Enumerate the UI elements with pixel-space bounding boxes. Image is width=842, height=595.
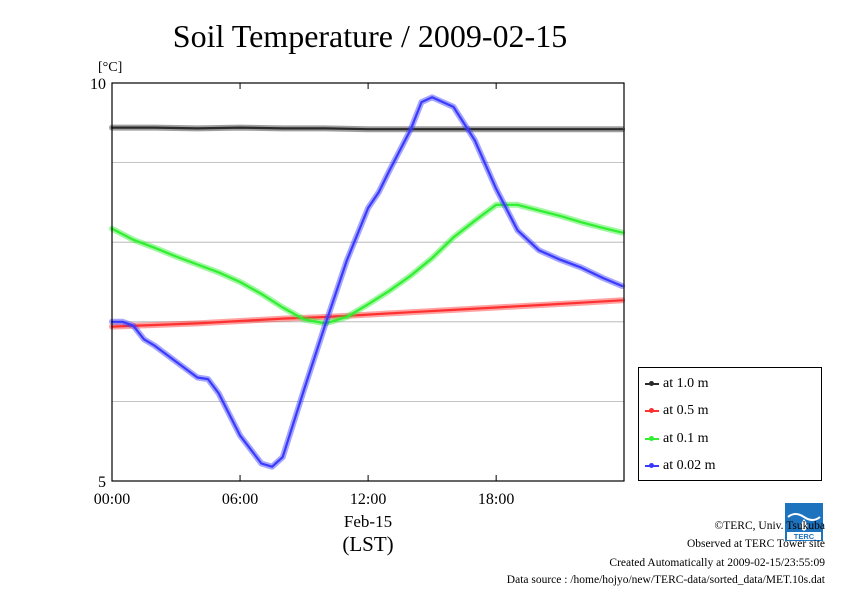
x-date-label: Feb-15 [344, 512, 392, 531]
x-axis-label: (LST) [342, 532, 393, 556]
terc-logo-icon: TERC [785, 503, 823, 541]
x-tick-label: 12:00 [350, 491, 386, 508]
legend-label-05m: at 0.5 m [663, 403, 709, 418]
series-halo-3 [109, 94, 626, 470]
legend-item-002m: at 0.02 m [645, 456, 716, 476]
x-tick-label: 06:00 [222, 491, 258, 508]
series-line-0 [110, 126, 624, 131]
legend-item-1m: at 1.0 m [645, 374, 709, 394]
series-group [109, 94, 626, 470]
legend-label-002m: at 0.02 m [663, 458, 716, 473]
legend-label-1m: at 1.0 m [663, 376, 709, 391]
credit-site: Observed at TERC Tower site [686, 538, 825, 550]
logo-text: TERC [794, 532, 815, 541]
legend: at 1.0 m at 0.5 m at 0.1 m at 0.02 m [638, 367, 822, 481]
credit-source: Data source : /home/hojyo/new/TERC-data/… [506, 574, 825, 586]
legend-swatch-01m [645, 436, 659, 441]
credit-created: Created Automatically at 2009-02-15/23:5… [609, 557, 825, 569]
y-tick-label: 10 [90, 76, 106, 93]
axis-ticks: 00:00 06:00 12:00 18:00 5 10 [90, 76, 514, 508]
grid-lines [112, 162, 624, 402]
y-tick-label: 5 [98, 474, 106, 491]
legend-item-01m: at 0.1 m [645, 429, 709, 449]
x-tick-label: 18:00 [478, 491, 514, 508]
legend-swatch-05m [645, 408, 659, 413]
plot-frame [111, 82, 625, 482]
x-tick-label: 00:00 [94, 491, 130, 508]
legend-swatch-002m [645, 463, 659, 468]
series-line-2 [110, 203, 624, 325]
legend-label-01m: at 0.1 m [663, 431, 709, 446]
legend-item-05m: at 0.5 m [645, 401, 709, 421]
chart-title: Soil Temperature / 2009-02-15 [173, 18, 567, 54]
series-line-3 [110, 96, 624, 468]
legend-swatch-1m [645, 381, 659, 386]
credit-copyright: ©TERC, Univ. Tsukuba [714, 520, 825, 532]
series-line-1 [110, 299, 624, 328]
y-unit-label: [°C] [98, 60, 122, 75]
